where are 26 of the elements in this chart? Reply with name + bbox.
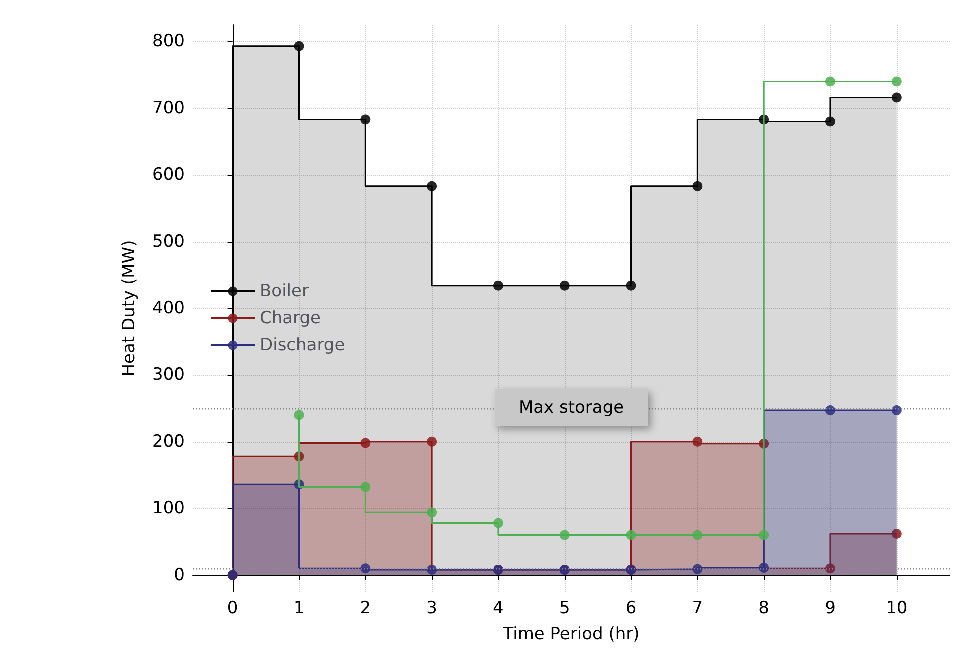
legend-label: Discharge [260,336,346,356]
y-tick-label: 400 [152,298,185,318]
x-tick-label: 0 [227,598,238,618]
legend-label: Charge [260,308,322,328]
y-tick-label: 700 [152,98,185,118]
y-tick-label: 0 [174,565,185,586]
x-tick-label: 7 [692,598,704,618]
y-axis-title: Heat Duty (MW) [120,240,140,377]
x-tick-label: 6 [626,598,637,618]
x-tick-label: 10 [886,598,908,618]
x-tick-label: 4 [493,598,504,618]
x-tick-label: 5 [559,598,570,618]
y-tick-label: 800 [152,32,185,52]
ref-line-label: Max storage [518,398,624,418]
x-tick-label: 2 [360,598,372,618]
y-tick-label: 600 [152,165,185,186]
y-tick-label: 300 [152,365,185,386]
x-tick-label: 1 [294,598,305,618]
x-tick-label: 3 [426,598,438,618]
legend-label: Boiler [260,282,309,302]
y-tick-label: 500 [152,232,185,252]
x-tick-label: 8 [758,598,770,618]
x-axis-title: Time Period (hr) [502,624,640,644]
y-tick-label: 200 [152,432,185,452]
x-tick-label: 9 [825,598,836,618]
y-tick-label: 100 [152,498,185,519]
